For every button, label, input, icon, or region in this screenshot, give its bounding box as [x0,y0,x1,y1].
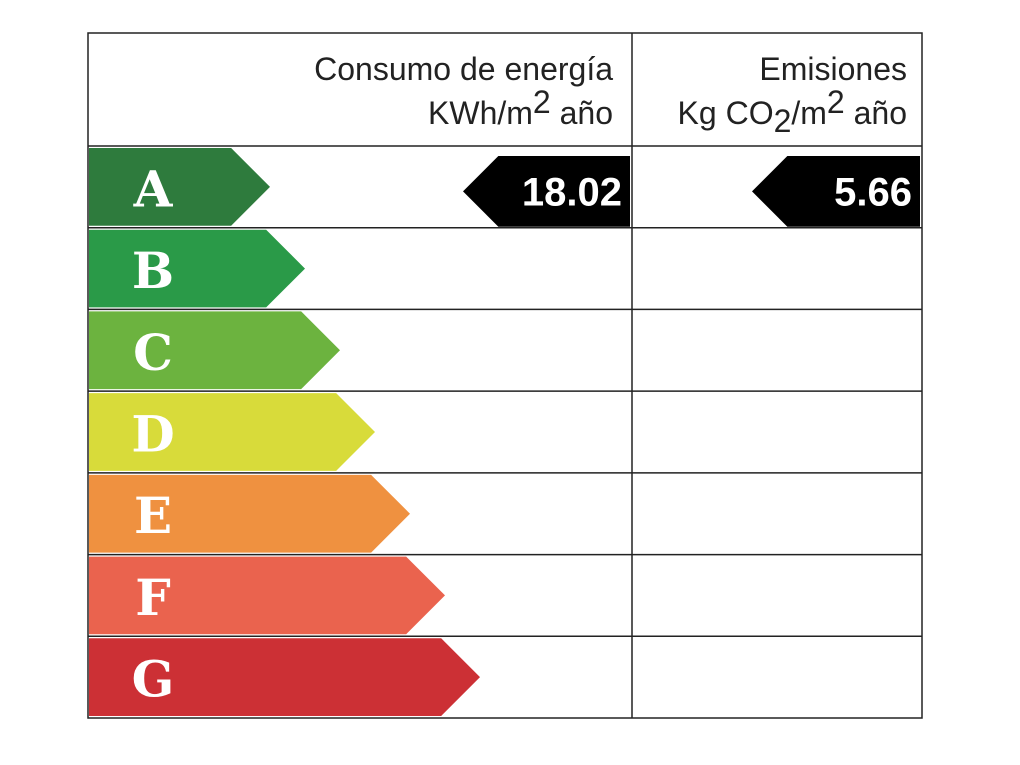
rating-letter: D [131,405,174,464]
emissions-title: Emisiones [759,51,907,87]
unit-part: /m [791,95,827,131]
rating-arrow [89,556,445,635]
rating-arrow [89,229,305,308]
unit-sup: 2 [533,84,551,120]
unit-sub: 2 [774,103,792,139]
rating-arrow [89,148,270,226]
emissions-unit: Kg CO2/m2 año [678,84,907,139]
value-arrow [463,156,630,227]
energy-unit: KWh/m2 año [428,84,613,131]
frame [87,32,923,719]
unit-part: año [845,95,907,131]
rating-letter: F [135,568,171,627]
rating-arrow [89,393,375,471]
rating-arrow [89,311,340,390]
value-arrow [752,156,920,227]
rating-letter: G [132,650,175,709]
unit-sup: 2 [827,84,845,120]
rating-letter: A [133,159,174,218]
value-label: 18.02 [522,170,622,214]
rating-letter: E [134,486,172,545]
unit-part: Kg CO [678,95,774,131]
rating-arrow [89,638,480,716]
energy-title: Consumo de energía [314,51,613,87]
value-label: 5.66 [834,170,912,214]
rating-arrow [89,474,410,553]
rating-letter: B [132,241,174,300]
rating-letter: C [133,323,173,382]
unit-part: año [551,95,613,131]
unit-part: KWh/m [428,95,533,131]
